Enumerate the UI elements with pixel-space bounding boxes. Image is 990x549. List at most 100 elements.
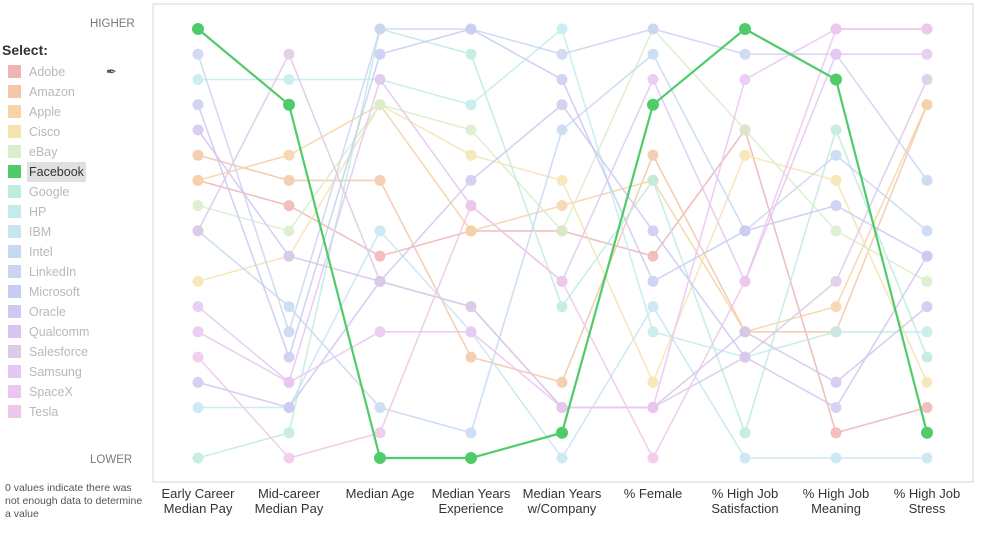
- legend-item-adobe[interactable]: Adobe: [2, 62, 122, 82]
- data-point[interactable]: [921, 452, 933, 464]
- data-point[interactable]: [921, 99, 933, 111]
- data-point[interactable]: [556, 200, 568, 212]
- data-point[interactable]: [739, 326, 751, 338]
- legend-item-hp[interactable]: HP: [2, 202, 122, 222]
- data-point[interactable]: [283, 98, 295, 111]
- data-point[interactable]: [921, 174, 933, 186]
- data-point[interactable]: [465, 149, 477, 161]
- data-point[interactable]: [830, 452, 842, 464]
- data-point[interactable]: [921, 301, 933, 313]
- data-point[interactable]: [465, 326, 477, 338]
- legend-item-oracle[interactable]: Oracle: [2, 302, 122, 322]
- data-point[interactable]: [647, 23, 659, 35]
- data-point[interactable]: [192, 402, 204, 413]
- data-point[interactable]: [739, 351, 751, 363]
- data-point[interactable]: [739, 124, 751, 136]
- data-point[interactable]: [830, 200, 842, 212]
- data-point[interactable]: [647, 275, 659, 287]
- data-point[interactable]: [192, 74, 204, 85]
- data-point[interactable]: [739, 427, 751, 439]
- data-point[interactable]: [192, 351, 204, 363]
- data-point[interactable]: [192, 376, 204, 388]
- data-point[interactable]: [374, 48, 386, 60]
- data-point[interactable]: [830, 301, 842, 313]
- data-point[interactable]: [647, 74, 659, 85]
- legend-item-ebay[interactable]: eBay: [2, 142, 122, 162]
- data-point[interactable]: [739, 452, 751, 464]
- series-google[interactable]: [192, 23, 933, 464]
- data-point[interactable]: [283, 402, 295, 413]
- data-point[interactable]: [192, 452, 204, 464]
- data-point[interactable]: [921, 48, 933, 60]
- data-point[interactable]: [465, 23, 477, 35]
- data-point[interactable]: [374, 402, 386, 413]
- data-point[interactable]: [556, 174, 568, 186]
- data-point[interactable]: [921, 426, 933, 439]
- data-point[interactable]: [283, 174, 295, 186]
- data-point[interactable]: [830, 427, 842, 439]
- data-point[interactable]: [192, 48, 204, 60]
- legend-item-linkedin[interactable]: LinkedIn: [2, 262, 122, 282]
- data-point[interactable]: [283, 351, 295, 363]
- data-point[interactable]: [739, 275, 751, 287]
- data-point[interactable]: [465, 427, 477, 439]
- data-point[interactable]: [465, 200, 477, 212]
- data-point[interactable]: [739, 149, 751, 161]
- data-point[interactable]: [830, 275, 842, 287]
- data-point[interactable]: [192, 124, 204, 136]
- data-point[interactable]: [192, 275, 204, 287]
- data-point[interactable]: [283, 225, 295, 237]
- data-point[interactable]: [830, 149, 842, 161]
- legend-item-qualcomm[interactable]: Qualcomm: [2, 322, 122, 342]
- data-point[interactable]: [374, 326, 386, 338]
- legend-item-samsung[interactable]: Samsung: [2, 362, 122, 382]
- data-point[interactable]: [283, 301, 295, 313]
- data-point[interactable]: [283, 250, 295, 262]
- series-tesla[interactable]: [192, 23, 933, 464]
- data-point[interactable]: [283, 427, 295, 439]
- data-point[interactable]: [556, 23, 568, 35]
- data-point[interactable]: [465, 124, 477, 136]
- data-point[interactable]: [465, 99, 477, 111]
- data-point[interactable]: [283, 326, 295, 338]
- data-point[interactable]: [921, 376, 933, 388]
- data-point[interactable]: [556, 275, 568, 287]
- data-point[interactable]: [283, 149, 295, 161]
- data-point[interactable]: [647, 250, 659, 262]
- series-microsoft[interactable]: [192, 23, 933, 363]
- data-point[interactable]: [374, 23, 386, 35]
- legend-item-amazon[interactable]: Amazon: [2, 82, 122, 102]
- legend-item-ibm[interactable]: IBM: [2, 222, 122, 242]
- data-point[interactable]: [283, 48, 295, 60]
- data-point[interactable]: [192, 225, 204, 237]
- data-point[interactable]: [739, 225, 751, 237]
- data-point[interactable]: [374, 225, 386, 237]
- data-point[interactable]: [647, 376, 659, 388]
- data-point[interactable]: [647, 98, 659, 111]
- data-point[interactable]: [374, 427, 386, 439]
- series-ebay[interactable]: [192, 23, 933, 287]
- data-point[interactable]: [465, 452, 477, 464]
- data-point[interactable]: [556, 225, 568, 237]
- data-point[interactable]: [830, 174, 842, 186]
- data-point[interactable]: [921, 23, 933, 35]
- data-point[interactable]: [374, 275, 386, 287]
- data-point[interactable]: [647, 402, 659, 413]
- data-point[interactable]: [830, 124, 842, 136]
- data-point[interactable]: [739, 23, 751, 35]
- data-point[interactable]: [830, 326, 842, 338]
- data-point[interactable]: [283, 452, 295, 464]
- data-point[interactable]: [921, 74, 933, 85]
- data-point[interactable]: [374, 452, 386, 464]
- data-point[interactable]: [192, 174, 204, 186]
- data-point[interactable]: [647, 48, 659, 60]
- data-point[interactable]: [556, 74, 568, 85]
- data-point[interactable]: [556, 301, 568, 313]
- data-point[interactable]: [921, 351, 933, 363]
- data-point[interactable]: [556, 376, 568, 388]
- data-point[interactable]: [830, 48, 842, 60]
- data-point[interactable]: [192, 149, 204, 161]
- data-point[interactable]: [465, 351, 477, 363]
- data-point[interactable]: [647, 174, 659, 186]
- data-point[interactable]: [192, 99, 204, 111]
